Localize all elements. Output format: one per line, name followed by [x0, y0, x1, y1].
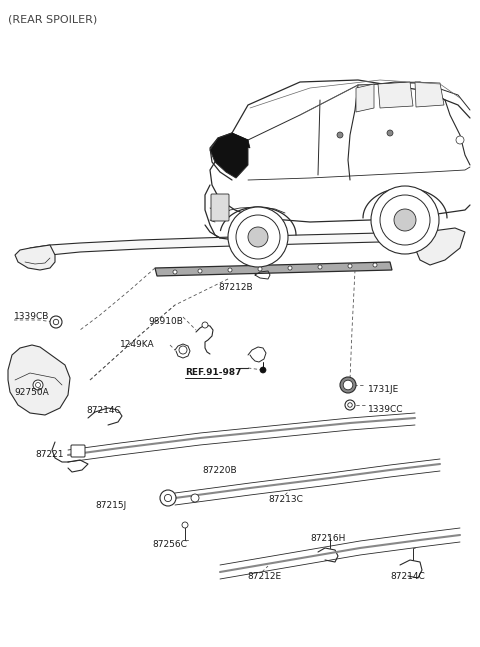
Text: 87256C: 87256C — [152, 540, 187, 549]
Circle shape — [248, 227, 268, 247]
Polygon shape — [356, 84, 374, 112]
FancyBboxPatch shape — [211, 194, 229, 221]
Text: 87220B: 87220B — [202, 466, 237, 475]
Circle shape — [160, 490, 176, 506]
Text: 87213C: 87213C — [268, 495, 303, 504]
Circle shape — [318, 265, 322, 269]
Polygon shape — [8, 345, 70, 415]
Polygon shape — [210, 133, 248, 178]
Circle shape — [50, 316, 62, 328]
Circle shape — [228, 268, 232, 272]
Text: 1249KA: 1249KA — [120, 340, 155, 349]
Text: 1339CC: 1339CC — [368, 405, 404, 414]
Circle shape — [173, 270, 177, 274]
Circle shape — [348, 402, 352, 407]
Text: 87221: 87221 — [35, 450, 63, 459]
Polygon shape — [232, 133, 250, 148]
Circle shape — [387, 130, 393, 136]
Circle shape — [380, 195, 430, 245]
Text: 87214C: 87214C — [390, 572, 425, 581]
Text: 87215J: 87215J — [95, 501, 126, 510]
Circle shape — [198, 269, 202, 273]
Circle shape — [33, 380, 43, 390]
Text: 1731JE: 1731JE — [368, 385, 399, 394]
Polygon shape — [155, 262, 392, 276]
Circle shape — [337, 132, 343, 138]
Circle shape — [53, 320, 59, 325]
Text: 1339CB: 1339CB — [14, 312, 49, 321]
FancyBboxPatch shape — [71, 445, 85, 457]
Circle shape — [343, 380, 353, 389]
Text: REF.91-987: REF.91-987 — [185, 368, 241, 377]
Circle shape — [164, 494, 172, 501]
Text: 87212B: 87212B — [218, 283, 252, 292]
Circle shape — [228, 207, 288, 267]
Circle shape — [394, 209, 416, 231]
Circle shape — [36, 382, 40, 388]
Circle shape — [182, 522, 188, 528]
Circle shape — [179, 346, 187, 354]
Circle shape — [191, 494, 199, 502]
Circle shape — [348, 264, 352, 268]
Circle shape — [340, 377, 356, 393]
Circle shape — [373, 263, 377, 267]
Text: 87212E: 87212E — [247, 572, 281, 581]
Polygon shape — [415, 228, 465, 265]
Polygon shape — [30, 232, 425, 258]
Text: 87216H: 87216H — [310, 534, 346, 543]
Circle shape — [202, 322, 208, 328]
Text: 98910B: 98910B — [148, 317, 183, 326]
Circle shape — [236, 215, 280, 259]
Text: 87214C: 87214C — [86, 406, 121, 415]
Circle shape — [258, 267, 262, 271]
Polygon shape — [15, 245, 55, 270]
Circle shape — [260, 367, 266, 373]
Circle shape — [456, 136, 464, 144]
Polygon shape — [378, 82, 413, 108]
Text: (REAR SPOILER): (REAR SPOILER) — [8, 14, 97, 24]
Circle shape — [345, 400, 355, 410]
Circle shape — [371, 186, 439, 254]
Text: 92750A: 92750A — [14, 388, 49, 397]
Circle shape — [288, 266, 292, 270]
Polygon shape — [415, 82, 444, 107]
